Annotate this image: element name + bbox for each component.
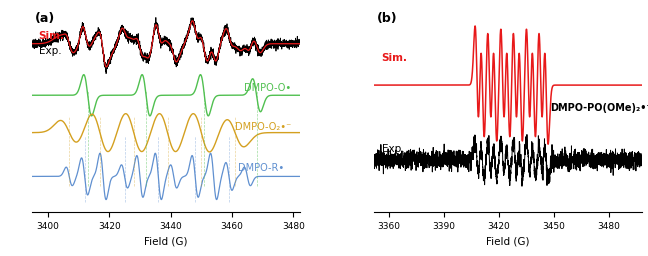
- Text: DMPO-O•: DMPO-O•: [244, 83, 292, 93]
- Text: DMPO-PO(OMe)₂•⁻: DMPO-PO(OMe)₂•⁻: [550, 103, 648, 113]
- Text: (b): (b): [377, 12, 398, 25]
- Text: Exp.: Exp.: [38, 46, 61, 56]
- Text: Sim.: Sim.: [382, 54, 408, 63]
- X-axis label: Field (G): Field (G): [145, 237, 188, 247]
- Text: Exp.: Exp.: [382, 144, 404, 154]
- Text: Sim.: Sim.: [38, 30, 65, 41]
- Text: (a): (a): [35, 12, 55, 25]
- Text: DMPO-R•: DMPO-R•: [238, 163, 284, 173]
- X-axis label: Field (G): Field (G): [486, 237, 529, 247]
- Text: DMPO-O₂•⁻: DMPO-O₂•⁻: [235, 122, 292, 132]
